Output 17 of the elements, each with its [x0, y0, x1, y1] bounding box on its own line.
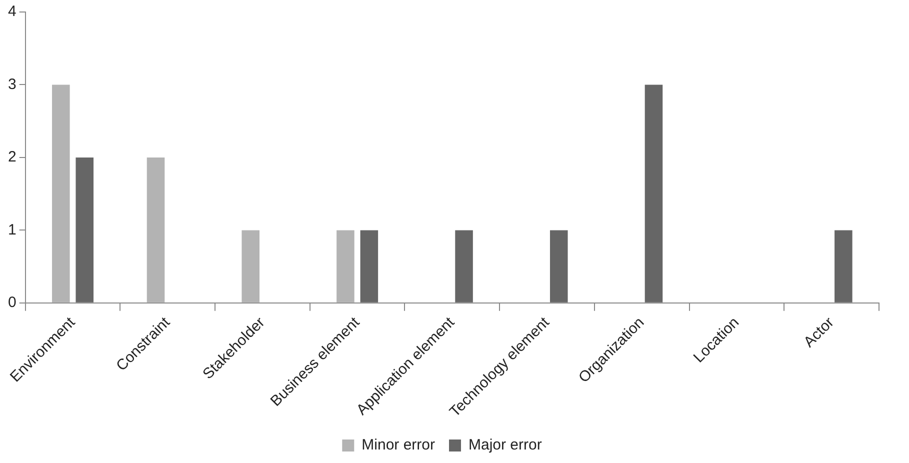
bar — [146, 157, 165, 302]
bar — [644, 84, 663, 302]
legend-label: Minor error — [362, 436, 436, 454]
bar — [52, 84, 70, 302]
bar — [455, 230, 473, 302]
y-tick-label: 3 — [8, 76, 16, 93]
bar — [242, 230, 260, 302]
bar — [550, 230, 568, 302]
y-tick-label: 0 — [8, 294, 16, 312]
bar — [834, 230, 852, 302]
y-tick-label: 4 — [8, 3, 16, 20]
bar — [360, 230, 378, 302]
bar — [76, 157, 94, 302]
y-tick-label: 1 — [8, 221, 16, 238]
legend-label: Major error — [468, 436, 542, 454]
bar — [336, 230, 354, 302]
y-tick-label: 2 — [8, 148, 16, 166]
